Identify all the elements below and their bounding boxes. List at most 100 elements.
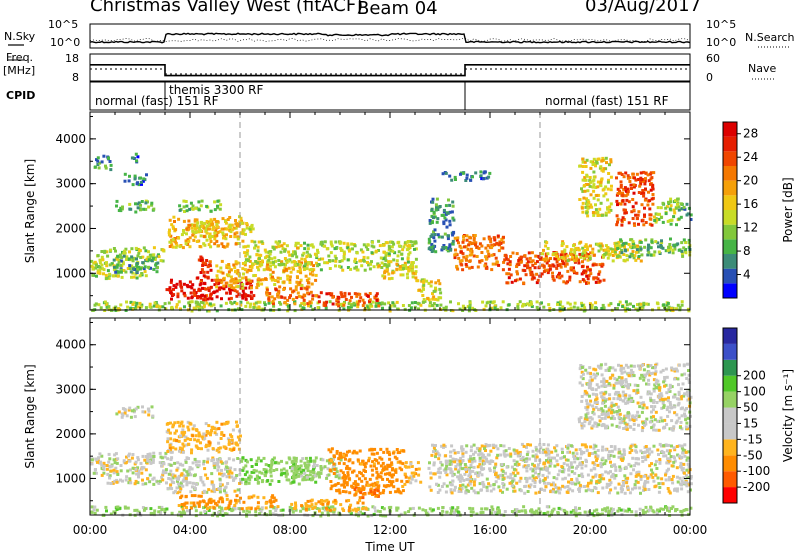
velocity-cell <box>596 512 600 516</box>
power-cell <box>215 274 219 278</box>
velocity-cell <box>611 507 615 511</box>
velocity-cell <box>405 480 409 484</box>
velocity-cell <box>236 435 240 439</box>
power-cell <box>624 211 628 215</box>
power-cell <box>238 278 242 282</box>
power-cell <box>289 294 292 298</box>
velocity-cell <box>499 444 503 448</box>
velocity-cell <box>472 489 476 493</box>
power-cell <box>572 305 576 309</box>
velocity-cell <box>367 491 371 495</box>
velocity-cell <box>483 445 487 449</box>
velocity-cell <box>302 468 306 472</box>
velocity-cell <box>172 491 176 495</box>
power-cell <box>282 242 286 246</box>
velocity-cell <box>262 468 266 471</box>
power-cell <box>131 259 135 263</box>
power-cell <box>287 250 291 254</box>
power-cell <box>298 281 302 285</box>
power-cell <box>405 240 409 244</box>
power-cell <box>240 221 244 225</box>
velocity-cell <box>181 450 185 454</box>
power-cell <box>443 232 447 236</box>
velocity-cell <box>345 481 349 485</box>
velocity-cell <box>481 480 485 484</box>
power-cell <box>582 271 585 274</box>
power-cell <box>497 243 501 247</box>
power-cell <box>421 279 425 283</box>
power-cell <box>354 265 358 269</box>
velocity-cell <box>228 475 232 479</box>
power-cell <box>232 263 236 267</box>
power-cell <box>150 201 154 205</box>
velocity-cell <box>260 471 264 475</box>
velocity-cell <box>524 510 528 514</box>
power-cell <box>219 270 223 274</box>
velocity-cell <box>339 458 343 462</box>
power-cell <box>327 254 331 258</box>
velocity-cell <box>247 481 251 485</box>
velocity-cell <box>599 477 603 481</box>
velocity-cell <box>204 504 208 508</box>
power-cell <box>631 250 635 254</box>
power-cell <box>395 300 399 304</box>
power-cell <box>193 231 197 235</box>
power-cell <box>442 222 446 226</box>
velocity-cell <box>546 510 550 514</box>
power-cell <box>518 277 522 281</box>
power-cell <box>584 254 588 258</box>
power-cell <box>437 235 441 239</box>
velocity-cell <box>484 449 487 452</box>
power-cell <box>592 196 596 200</box>
power-cell <box>528 268 532 272</box>
power-cell <box>526 260 530 264</box>
power-cell <box>580 301 584 305</box>
power-cell <box>228 291 232 295</box>
velocity-cell <box>458 479 462 483</box>
power-cell <box>322 301 326 305</box>
velocity-cell <box>589 481 593 485</box>
power-cell <box>676 303 680 307</box>
power-cell <box>410 263 414 267</box>
velocity-cell <box>589 479 593 483</box>
power-cell <box>140 182 143 186</box>
velocity-cell <box>190 467 194 471</box>
power-cell <box>303 257 307 261</box>
power-cell <box>381 274 385 278</box>
power-cell <box>435 205 438 209</box>
power-cell <box>330 292 334 296</box>
power-cell <box>505 272 509 276</box>
velocity-cell <box>214 501 217 505</box>
power-cell <box>305 278 309 282</box>
velocity-cell <box>255 477 259 481</box>
y-tick-label: 4000 <box>55 132 86 146</box>
power-cell <box>164 307 168 311</box>
power-cell <box>366 305 370 309</box>
power-cell <box>289 270 293 274</box>
velocity-cell <box>164 451 168 455</box>
power-cell <box>170 297 173 301</box>
velocity-cell <box>390 475 394 479</box>
power-cell <box>515 270 519 274</box>
power-cell <box>130 156 134 160</box>
power-cell <box>303 247 307 251</box>
power-cell <box>112 258 116 262</box>
power-cell <box>323 240 327 244</box>
power-cell <box>458 259 462 263</box>
power-cell <box>625 258 629 262</box>
velocity-cell <box>256 505 260 509</box>
power-cell <box>351 247 354 251</box>
velocity-cell <box>241 456 245 460</box>
power-cell <box>315 256 319 259</box>
power-cell <box>309 290 313 294</box>
power-cell <box>616 187 620 191</box>
velocity-cell <box>459 490 463 493</box>
power-cell <box>403 241 407 245</box>
power-cell <box>141 261 145 265</box>
power-cell <box>241 232 245 236</box>
power-cell <box>611 248 615 252</box>
velocity-cell <box>547 471 551 475</box>
velocity-cell <box>454 467 458 471</box>
power-cell <box>210 278 214 282</box>
velocity-cell <box>541 451 545 455</box>
